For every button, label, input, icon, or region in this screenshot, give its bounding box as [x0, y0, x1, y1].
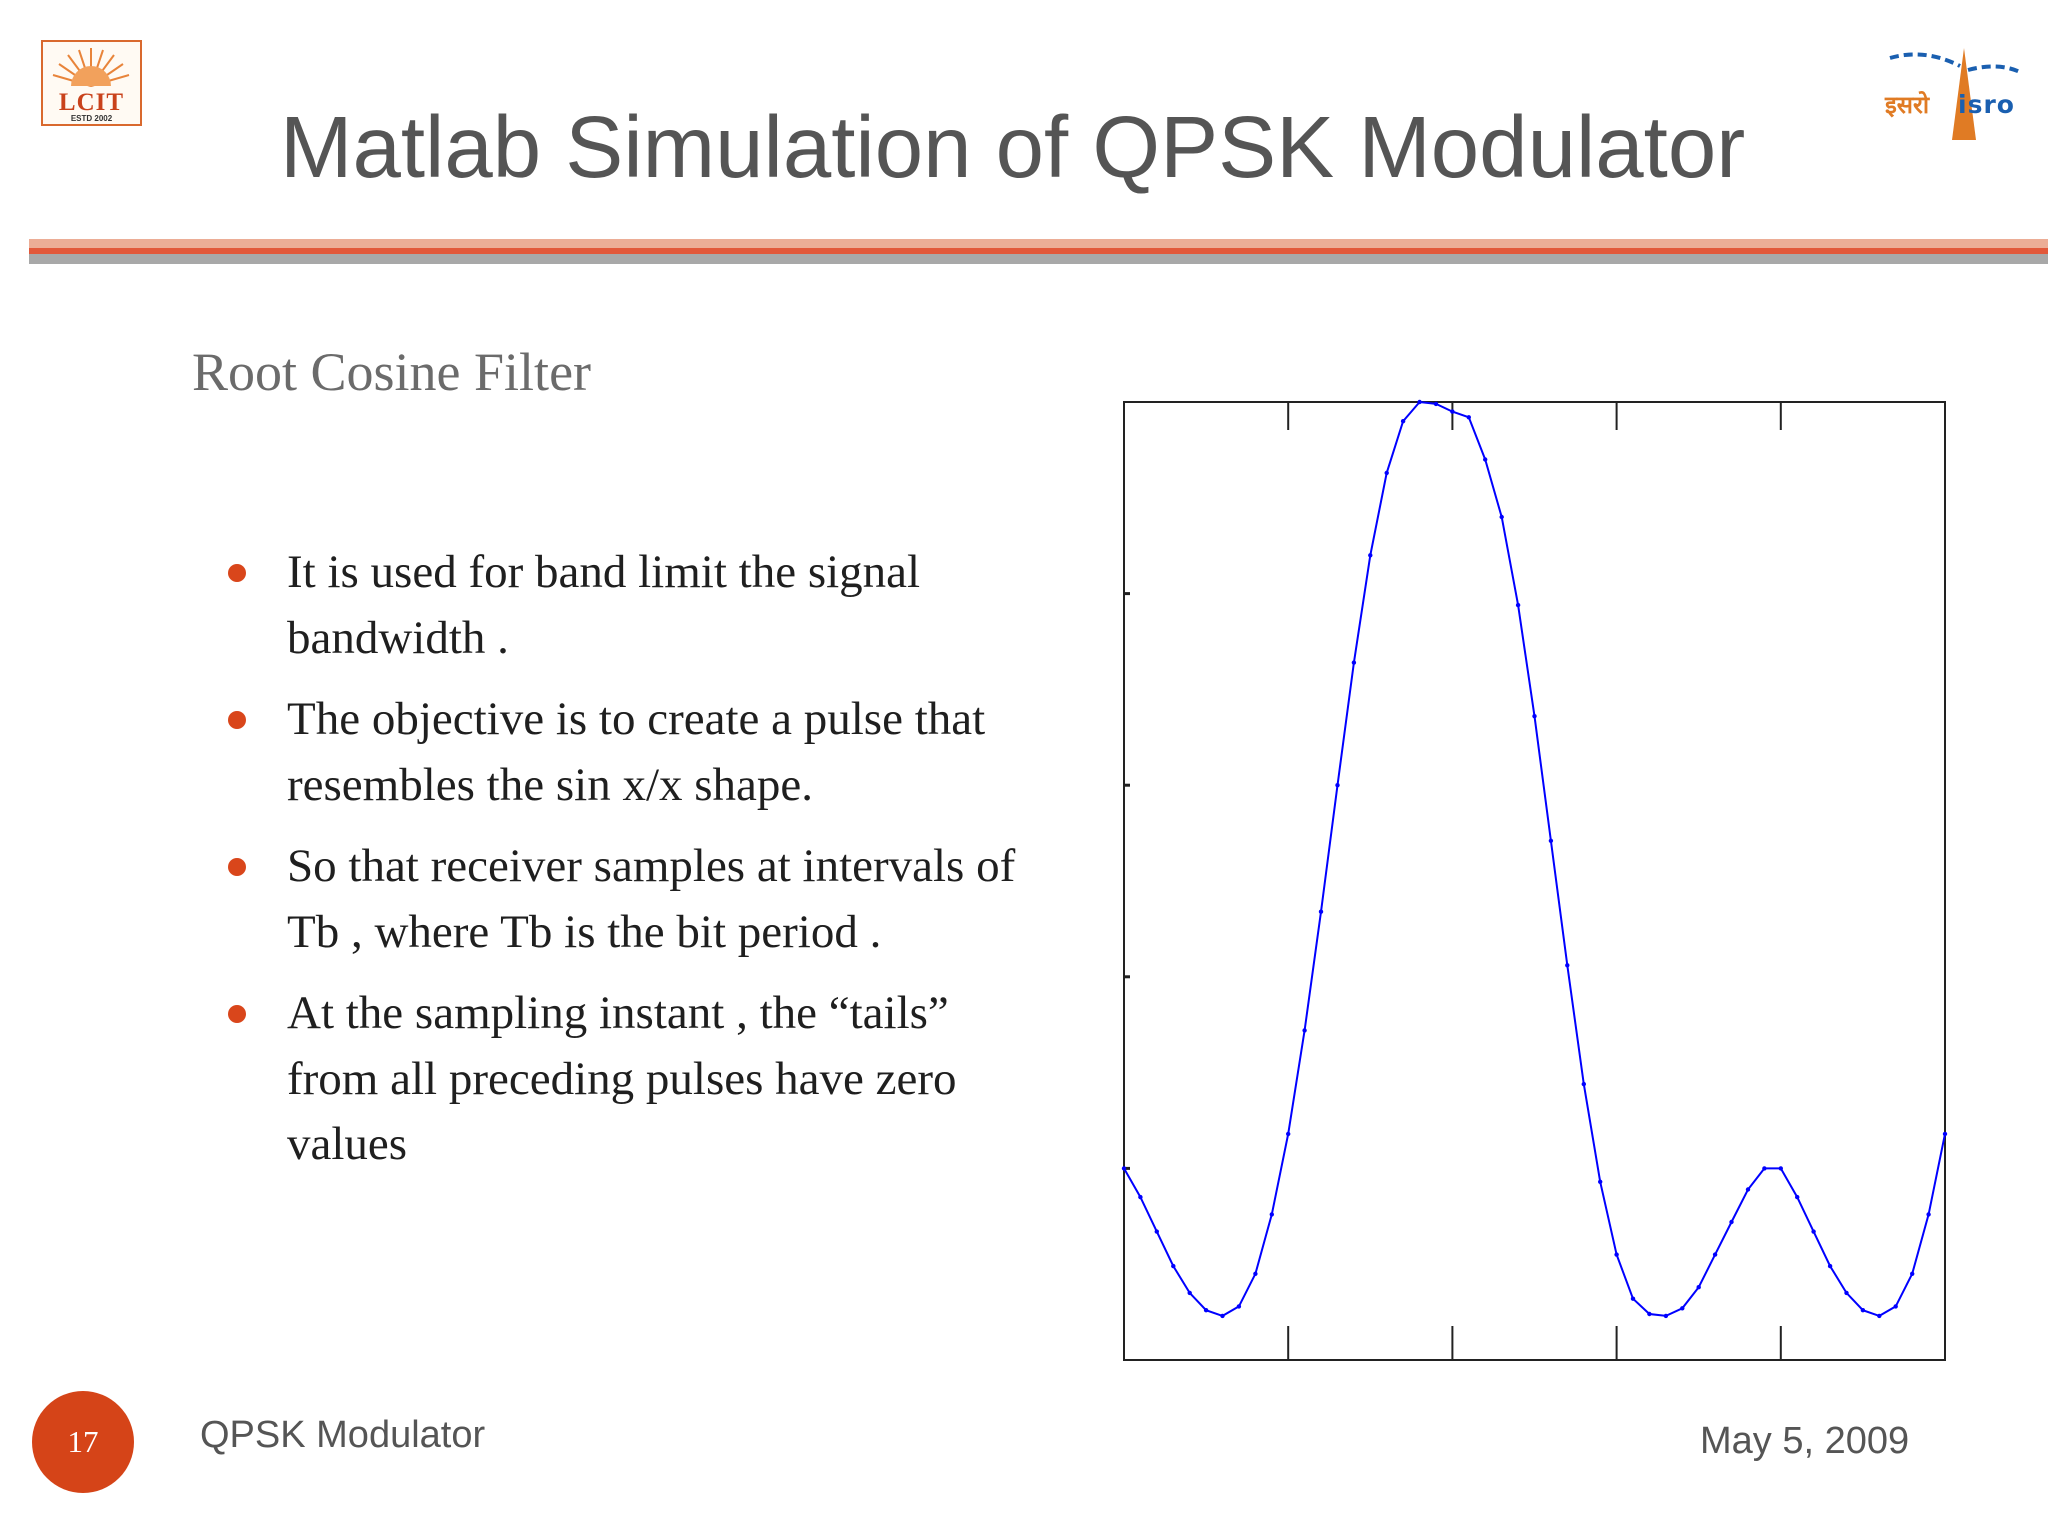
data-point — [1827, 1263, 1833, 1269]
bullet-dot-icon — [228, 564, 246, 582]
section-subheading: Root Cosine Filter — [192, 342, 592, 402]
data-point — [1417, 399, 1422, 405]
footer-title: QPSK Modulator — [200, 1414, 486, 1456]
bullet-text: So that receiver samples at intervals of… — [287, 840, 1016, 958]
bullet-text: The objective is to create a pulse that … — [287, 693, 986, 811]
data-point — [1400, 419, 1406, 424]
data-point — [1893, 1304, 1898, 1309]
bullet-item: The objective is to create a pulse that … — [220, 687, 1040, 818]
lcit-logo-text: LCIT — [58, 89, 125, 116]
bullet-text: At the sampling instant , the “tails” fr… — [287, 987, 957, 1170]
data-point — [1942, 1131, 1948, 1137]
bullet-dot-icon — [228, 858, 246, 876]
header-rule-accent — [29, 248, 2048, 254]
data-point — [1236, 1304, 1242, 1309]
data-point — [1384, 470, 1389, 476]
bullet-item: It is used for band limit the signal ban… — [220, 540, 1040, 671]
data-point — [1335, 783, 1340, 788]
data-point — [1450, 409, 1455, 414]
slide-title: Matlab Simulation of QPSK Modulator — [280, 99, 1746, 196]
data-point — [1368, 553, 1373, 558]
data-point — [1154, 1229, 1159, 1234]
data-point — [1220, 1313, 1225, 1319]
data-point — [1910, 1271, 1915, 1276]
bullet-text: It is used for band limit the signal ban… — [287, 546, 921, 664]
data-point — [1499, 514, 1504, 520]
footer-date: May 5, 2009 — [1700, 1420, 1910, 1462]
data-point — [1598, 1179, 1603, 1184]
data-point — [1745, 1187, 1751, 1192]
data-point — [1483, 457, 1488, 462]
data-point — [1795, 1194, 1800, 1200]
isro-logo: इसरो isro — [1880, 40, 2025, 145]
bullet-list: It is used for band limit the signal ban… — [220, 540, 1040, 1194]
header-rule-gray — [29, 254, 2048, 264]
data-point — [1187, 1290, 1192, 1296]
data-point — [1844, 1290, 1849, 1296]
rocket-icon — [1889, 48, 2021, 140]
data-point — [1860, 1308, 1866, 1313]
data-point — [1663, 1313, 1669, 1319]
data-point — [1565, 963, 1570, 968]
data-point — [1203, 1308, 1209, 1313]
bullet-item: So that receiver samples at intervals of… — [220, 834, 1040, 965]
header-rule-light — [29, 239, 2048, 248]
root-cosine-filter-plot — [1121, 399, 1948, 1361]
data-point — [1696, 1285, 1701, 1290]
data-point — [1712, 1252, 1718, 1257]
data-point — [1811, 1229, 1816, 1234]
data-point — [1680, 1306, 1685, 1311]
data-point — [1351, 660, 1357, 665]
data-point — [1466, 415, 1471, 420]
data-point — [1286, 1131, 1291, 1137]
data-point — [1269, 1212, 1274, 1217]
data-point — [1548, 838, 1554, 843]
plot-frame — [1123, 401, 1946, 1361]
data-point — [1433, 401, 1439, 407]
data-point — [1926, 1212, 1931, 1217]
data-point — [1138, 1194, 1143, 1200]
data-point — [1614, 1252, 1619, 1257]
data-point — [1121, 1166, 1127, 1171]
bullet-dot-icon — [228, 1005, 246, 1023]
lcit-logo-estd: ESTD 2002 — [70, 114, 113, 123]
isro-logo-latin: isro — [1958, 90, 2015, 119]
sunburst-icon — [52, 48, 130, 87]
page-number-badge — [32, 1391, 134, 1493]
data-point — [1647, 1311, 1652, 1317]
lcit-logo: LCIT ESTD 2002 — [41, 40, 142, 126]
bullet-dot-icon — [228, 711, 246, 729]
data-point — [1171, 1263, 1176, 1269]
data-point — [1877, 1313, 1882, 1319]
data-point — [1302, 1028, 1307, 1033]
data-point — [1762, 1166, 1767, 1171]
data-point — [1630, 1296, 1636, 1301]
data-point — [1515, 602, 1521, 608]
bullet-item: At the sampling instant , the “tails” fr… — [220, 981, 1040, 1178]
data-point — [1729, 1219, 1734, 1225]
page-number: 17 — [67, 1424, 99, 1459]
data-point — [1778, 1166, 1783, 1171]
data-point — [1253, 1271, 1258, 1276]
data-point — [1532, 714, 1537, 719]
isro-logo-hindi: इसरो — [1885, 91, 1930, 119]
data-point — [1581, 1081, 1586, 1087]
data-point — [1318, 909, 1324, 914]
